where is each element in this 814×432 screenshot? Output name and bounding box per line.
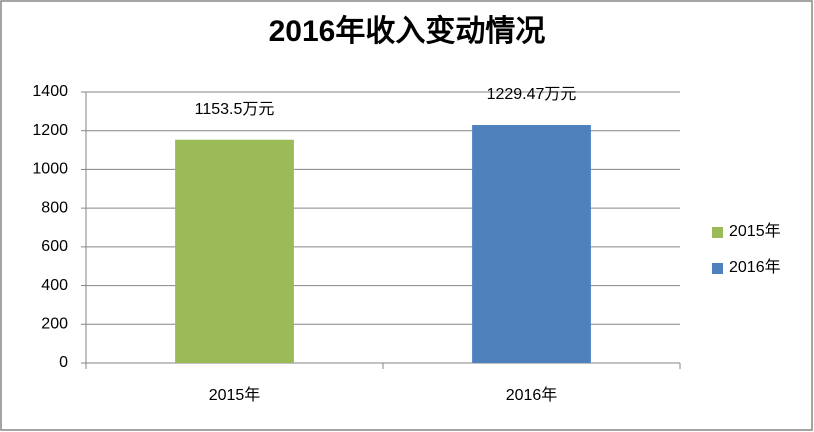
value-label: 1229.47万元 xyxy=(487,86,577,103)
y-tick-label: 600 xyxy=(41,238,68,255)
bar xyxy=(472,125,591,363)
y-tick-label: 800 xyxy=(41,199,68,216)
legend-label: 2016年 xyxy=(729,258,781,276)
y-tick-label: 1000 xyxy=(32,161,68,178)
x-tick-label: 2015年 xyxy=(209,386,261,404)
legend-label: 2015年 xyxy=(729,222,781,240)
chart-title: 2016年收入变动情况 xyxy=(269,14,546,48)
y-tick-label: 400 xyxy=(41,277,68,294)
bar xyxy=(175,139,294,363)
value-label: 1153.5万元 xyxy=(195,101,275,118)
y-tick-label: 200 xyxy=(41,316,68,333)
legend-swatch xyxy=(712,227,723,238)
legend-swatch xyxy=(712,263,723,274)
y-tick-label: 1200 xyxy=(32,122,68,139)
y-tick-label: 1400 xyxy=(32,83,68,100)
y-tick-label: 0 xyxy=(59,354,68,371)
x-tick-label: 2016年 xyxy=(506,386,558,404)
